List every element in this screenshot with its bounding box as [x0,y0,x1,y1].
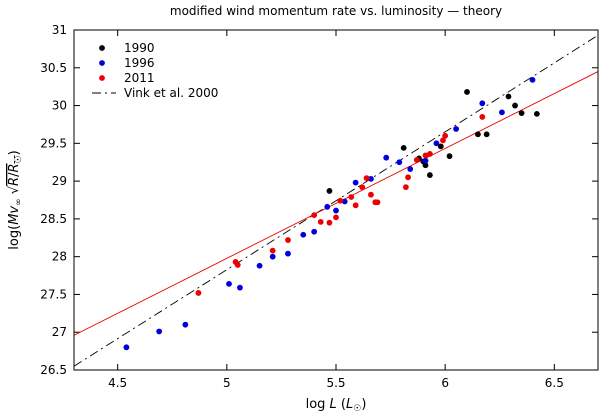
data-point-1990 [518,110,525,117]
legend-label: 1996 [124,56,155,70]
x-tick-label: 5 [223,376,231,390]
y-tick-label: 30.5 [40,61,67,75]
data-point-1996 [383,154,390,161]
x-tick-label: 6 [441,376,449,390]
data-point-2011 [311,212,318,219]
data-point-1996 [300,231,307,238]
data-point-1996 [529,76,536,83]
data-point-1996 [333,207,339,214]
x-tick-label: 6.5 [545,376,564,390]
data-point-2011 [479,113,486,120]
data-point-1996 [311,228,318,235]
data-point-2011 [317,219,324,225]
svg-text:log L (L☉): log L (L☉) [306,397,367,414]
vink-relation-line [73,34,599,367]
data-point-1990 [437,143,444,150]
tick-labels: 4.5 5 5.5 6 6.5 26.5 27 27.5 28 28.5 29 29.5 30 30.5 3… [40,23,564,390]
data-point-1996 [407,166,414,172]
y-tick-label: 28.5 [40,212,67,226]
y-tick-label: 30 [52,99,67,113]
data-point-1996 [422,157,429,164]
y-tick-label: 29.5 [40,136,67,150]
data-point-1996 [396,159,403,166]
fit-line-2011 [73,71,599,336]
data-point-1996 [256,262,263,269]
x-tick-label: 4.5 [108,376,127,390]
data-point-1996 [453,126,459,132]
data-point-2011 [352,202,359,209]
y-tick-label: 31 [52,23,67,37]
data-point-1990 [446,153,453,160]
data-point-2011 [440,137,446,144]
data-point-2011 [413,157,420,163]
data-point-1990 [505,93,512,100]
y-tick-label: 29 [52,174,67,188]
legend-label: Vink et al. 2000 [124,86,218,100]
y-tick-label: 27.5 [40,287,67,301]
data-point-2011 [337,197,344,204]
data-point-2011 [234,262,241,268]
svg-text:log(Mv∞ √R/R☉): log(Mv∞ √R/R☉) [7,150,24,249]
y-axis-label: log(Mv∞ √R/R☉) [7,150,24,249]
data-point-1996 [269,253,276,260]
data-point-2011 [326,219,333,226]
data-point-1996 [123,344,130,351]
legend-marker-2011 [99,75,105,81]
data-point-2011 [195,290,202,296]
legend-label: 2011 [124,71,155,85]
data-point-2011 [333,214,339,221]
data-point-1990 [483,131,490,138]
data-point-1990 [426,172,433,178]
legend-label: 1990 [124,41,155,55]
y-tick-label: 26.5 [40,363,67,377]
data-point-2011 [422,152,429,159]
data-point-2011 [348,194,355,200]
data-point-2011 [368,191,374,198]
chart-title: modified wind momentum rate vs. luminosi… [170,4,502,18]
data-point-1996 [499,109,505,116]
data-point-2011 [426,151,433,157]
data-point-1990 [400,144,407,151]
legend-marker-1996 [99,60,105,66]
data-point-1990 [464,89,470,95]
data-points [123,76,540,351]
data-point-1990 [475,131,481,138]
data-point-2011 [359,184,366,191]
data-point-1996 [479,100,486,107]
data-point-1996 [324,203,331,210]
data-point-1996 [341,198,348,205]
data-point-1996 [156,328,163,335]
data-point-1996 [285,250,291,257]
data-point-2011 [442,132,449,139]
data-point-2011 [402,184,409,191]
data-point-2011 [269,247,276,254]
plot-frame [73,29,599,371]
y-tick-label: 27 [52,325,67,339]
data-point-1990 [533,110,540,117]
data-point-1990 [422,162,429,169]
data-point-1990 [512,102,518,109]
data-point-1990 [326,188,333,194]
data-point-1996 [226,280,232,287]
data-point-2011 [363,175,370,181]
legend-marker-1990 [99,45,105,51]
data-point-1996 [352,179,359,186]
data-point-1996 [433,140,440,147]
data-point-2011 [405,174,411,181]
data-point-1996 [182,321,189,328]
data-point-1996 [237,284,243,291]
y-tick-label: 28 [52,250,67,264]
x-tick-label: 5.5 [326,376,345,390]
data-point-2011 [285,237,291,243]
x-axis-label: log L (L☉) [306,397,367,414]
data-point-2011 [374,199,381,206]
fit-lines [73,34,599,367]
data-point-1996 [368,175,374,182]
